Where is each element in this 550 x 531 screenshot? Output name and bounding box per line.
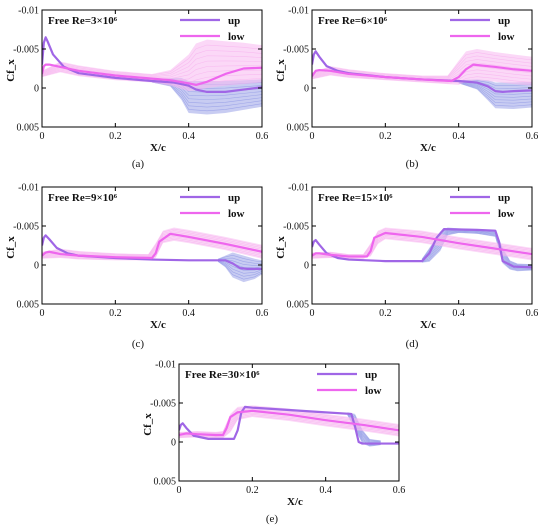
x-tick-label: 0: [310, 308, 315, 319]
legend-label-low: low: [498, 31, 515, 43]
y-tick-label: 0.005: [287, 300, 310, 311]
x-tick-label: 0.4: [452, 131, 465, 142]
x-axis-label: X/c: [420, 142, 436, 154]
panel-title: Free Re=30×10⁶: [185, 369, 260, 381]
y-tick-label: 0: [304, 261, 309, 272]
legend-label-up: up: [498, 192, 510, 204]
panel-title: Free Re=15×10⁶: [318, 192, 393, 204]
plot-area: [179, 405, 399, 446]
x-tick-label: 0.4: [182, 308, 195, 319]
x-tick-label: 0: [40, 308, 45, 319]
plot-area: [312, 49, 532, 109]
y-tick-label: 0: [304, 84, 309, 95]
y-tick-label: 0: [34, 261, 39, 272]
panel-title: Free Re=9×10⁶: [48, 192, 118, 204]
y-tick-label: 0.005: [17, 300, 40, 311]
y-tick-label: -0.005: [283, 45, 309, 56]
y-tick-label: 0: [34, 84, 39, 95]
legend-label-low: low: [228, 208, 245, 220]
panel-caption: (c): [132, 338, 145, 350]
y-tick-label: -0.005: [13, 45, 39, 56]
x-axis-label: X/c: [420, 319, 436, 331]
x-tick-label: 0.6: [526, 308, 539, 319]
x-tick-label: 0.2: [109, 308, 122, 319]
y-axis-label: Cf_x: [275, 236, 287, 259]
x-axis-label: X/c: [150, 142, 166, 154]
legend-label-up: up: [228, 192, 240, 204]
plot-area: [42, 37, 262, 114]
y-axis-label: Cf_x: [275, 59, 287, 82]
y-tick-label: -0.01: [155, 360, 176, 371]
x-tick-label: 0.6: [256, 131, 269, 142]
x-tick-label: 0.6: [256, 308, 269, 319]
y-tick-label: 0.005: [154, 477, 177, 488]
y-tick-label: -0.01: [288, 183, 309, 194]
y-tick-label: -0.005: [13, 222, 39, 233]
panel-caption: (a): [132, 158, 145, 170]
x-tick-label: 0: [40, 131, 45, 142]
y-tick-label: 0: [171, 438, 176, 449]
legend-label-low: low: [365, 385, 382, 397]
legend-label-up: up: [365, 369, 377, 381]
y-axis-label: Cf_x: [5, 236, 17, 259]
x-tick-label: 0.6: [526, 131, 539, 142]
y-tick-label: -0.01: [18, 6, 39, 17]
x-tick-label: 0.4: [182, 131, 195, 142]
y-tick-label: -0.005: [283, 222, 309, 233]
legend-label-low: low: [228, 31, 245, 43]
y-tick-label: -0.005: [150, 399, 176, 410]
legend-label-up: up: [228, 15, 240, 27]
x-tick-label: 0.4: [452, 308, 465, 319]
x-axis-label: X/c: [150, 319, 166, 331]
y-tick-label: -0.01: [288, 6, 309, 17]
x-tick-label: 0.2: [379, 131, 392, 142]
x-tick-label: 0.6: [393, 485, 406, 496]
x-tick-label: 0.2: [109, 131, 122, 142]
legend-label-up: up: [498, 15, 510, 27]
x-tick-label: 0.2: [246, 485, 259, 496]
y-axis-label: Cf_x: [5, 59, 17, 82]
y-tick-label: 0.005: [17, 123, 40, 134]
panel-caption: (d): [406, 338, 419, 350]
plot-area: [42, 228, 262, 283]
plot-area: [312, 228, 532, 272]
panel-caption: (b): [406, 158, 419, 170]
y-tick-label: -0.01: [18, 183, 39, 194]
x-tick-label: 0.2: [379, 308, 392, 319]
x-tick-label: 0: [310, 131, 315, 142]
chart-panel-d: 0 0.2 0.4 0.6-0.01-0.00500.005X/cCf_xFree R…: [275, 183, 538, 351]
x-tick-label: 0: [177, 485, 182, 496]
legend-label-low: low: [498, 208, 515, 220]
panel-title: Free Re=3×10⁶: [48, 15, 118, 27]
panel-caption: (e): [266, 513, 279, 525]
chart-panel-a: 0 0.2 0.4 0.6-0.01-0.00500.005X/cCf_xFree R…: [5, 6, 268, 171]
chart-panel-b: 0 0.2 0.4 0.6-0.01-0.00500.005X/cCf_xFree R…: [275, 6, 538, 171]
panel-title: Free Re=6×10⁶: [318, 15, 388, 27]
x-tick-label: 0.4: [319, 485, 332, 496]
x-axis-label: X/c: [287, 496, 303, 508]
y-axis-label: Cf_x: [142, 413, 154, 436]
spread-band-low: [42, 40, 262, 91]
y-tick-label: 0.005: [287, 123, 310, 134]
